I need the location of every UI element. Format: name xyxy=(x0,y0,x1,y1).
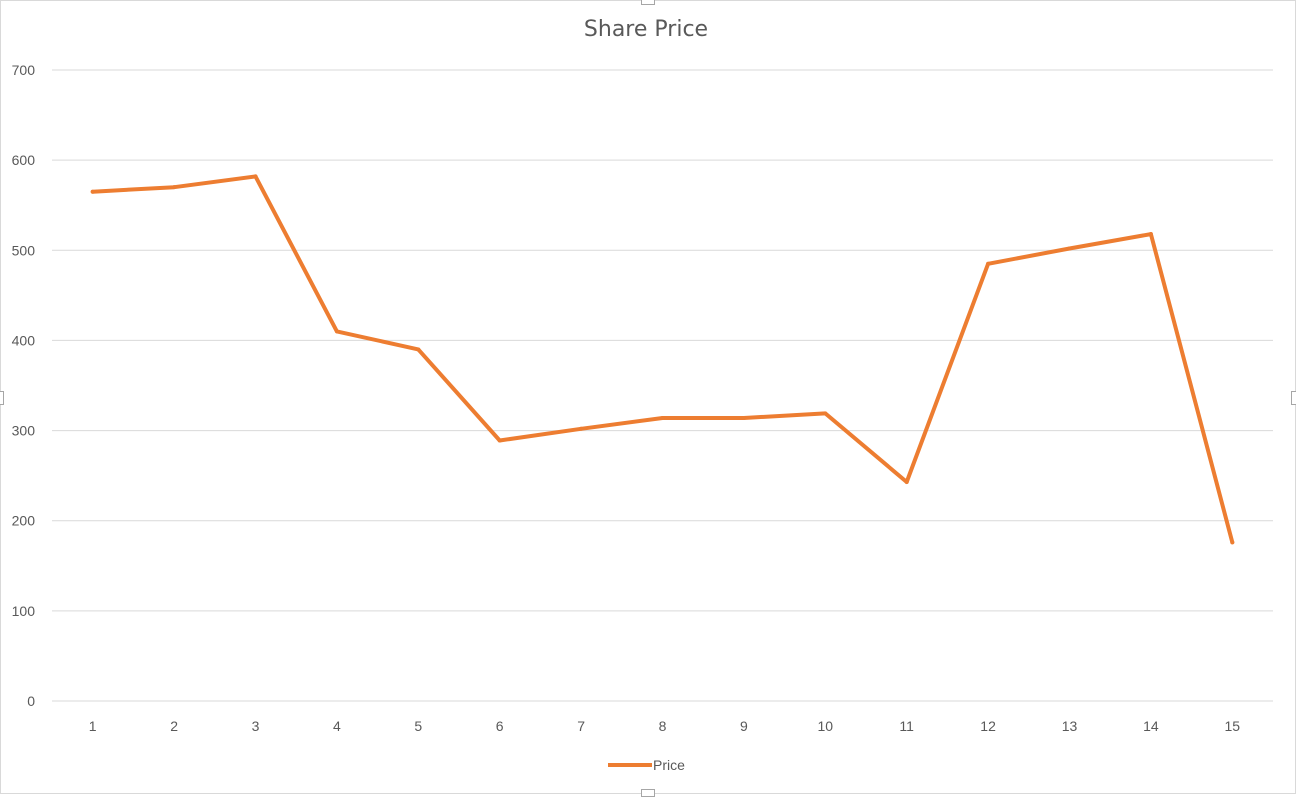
data-point[interactable] xyxy=(1067,246,1072,251)
x-axis-tick-labels: 1 2 3 4 5 6 7 8 9 10 11 12 13 14 15 xyxy=(89,718,1240,734)
data-point[interactable] xyxy=(497,438,502,443)
data-point[interactable] xyxy=(904,479,909,484)
x-tick-label: 14 xyxy=(1143,718,1159,734)
data-point[interactable] xyxy=(823,411,828,416)
x-tick-label: 8 xyxy=(659,718,667,734)
y-tick-label: 200 xyxy=(12,513,36,529)
y-tick-label: 300 xyxy=(12,423,36,439)
x-tick-label: 11 xyxy=(899,718,914,734)
data-point[interactable] xyxy=(416,347,421,352)
x-tick-label: 6 xyxy=(496,718,504,734)
data-point[interactable] xyxy=(579,426,584,431)
data-point[interactable] xyxy=(1230,540,1235,545)
data-point[interactable] xyxy=(986,261,991,266)
x-tick-label: 4 xyxy=(333,718,341,734)
y-tick-label: 600 xyxy=(12,152,36,168)
plot-area[interactable] xyxy=(90,174,1235,545)
data-point[interactable] xyxy=(172,185,177,190)
y-tick-label: 100 xyxy=(12,603,36,619)
y-tick-label: 500 xyxy=(12,242,36,258)
y-tick-label: 400 xyxy=(12,332,36,348)
resize-handle-top[interactable] xyxy=(641,0,655,5)
gridlines xyxy=(52,69,1273,702)
y-axis-tick-labels: 0 100 200 300 400 500 600 700 xyxy=(12,62,36,709)
data-point[interactable] xyxy=(660,415,665,420)
data-point[interactable] xyxy=(1148,232,1153,237)
x-tick-label: 5 xyxy=(414,718,422,734)
chart-title: Share Price xyxy=(584,17,708,42)
y-tick-label: 700 xyxy=(12,62,36,78)
data-point[interactable] xyxy=(741,415,746,420)
resize-handle-right[interactable] xyxy=(1291,391,1296,405)
x-tick-label: 3 xyxy=(252,718,260,734)
x-tick-label: 2 xyxy=(170,718,178,734)
x-tick-label: 13 xyxy=(1062,718,1078,734)
y-tick-label: 0 xyxy=(27,693,35,709)
x-tick-label: 10 xyxy=(818,718,834,734)
data-point[interactable] xyxy=(334,329,339,334)
x-tick-label: 7 xyxy=(577,718,585,734)
x-tick-label: 15 xyxy=(1225,718,1241,734)
legend[interactable]: Price xyxy=(608,757,685,773)
resize-handle-left[interactable] xyxy=(0,391,4,405)
x-tick-label: 12 xyxy=(980,718,996,734)
x-tick-label: 1 xyxy=(89,718,97,734)
series-line-price[interactable] xyxy=(90,174,1235,545)
x-tick-label: 9 xyxy=(740,718,748,734)
legend-label-price: Price xyxy=(653,757,685,773)
data-point[interactable] xyxy=(90,189,95,194)
data-point[interactable] xyxy=(253,174,258,179)
